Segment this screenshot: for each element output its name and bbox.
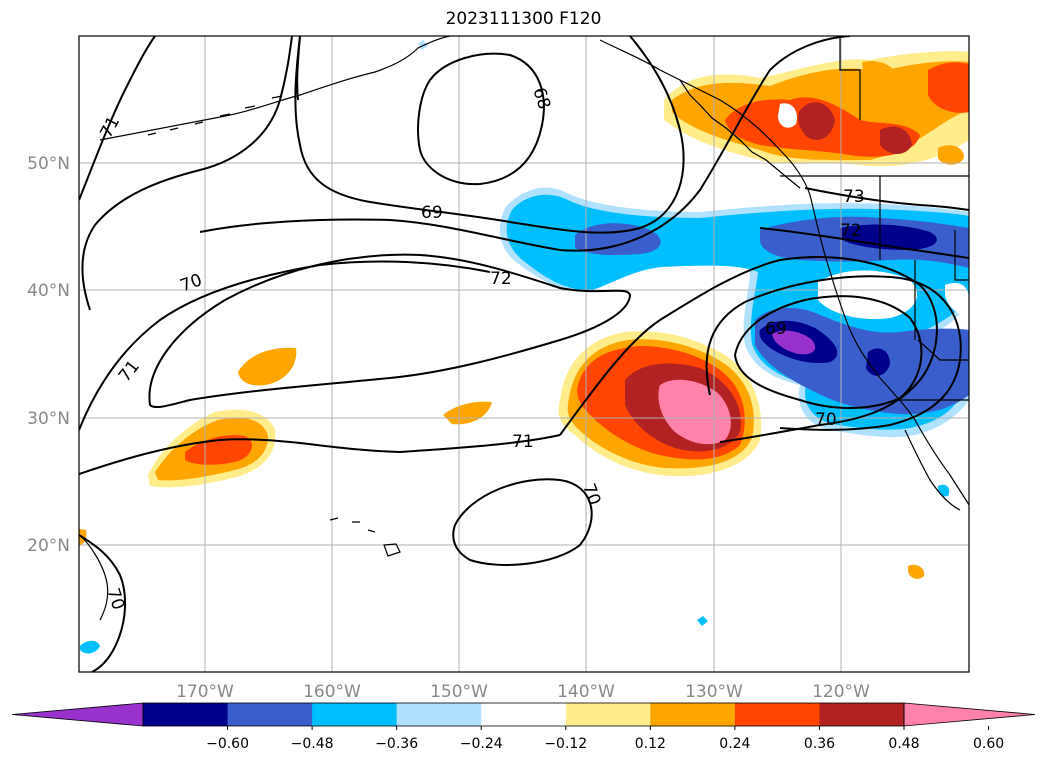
contour-label: 70 bbox=[578, 481, 604, 508]
anomaly-shading bbox=[79, 40, 969, 654]
contour-label: 69 bbox=[421, 203, 443, 223]
contour-73 bbox=[804, 187, 969, 211]
colorbar-tick-label: 0.12 bbox=[635, 736, 666, 752]
coastlines bbox=[79, 36, 969, 621]
negative-anomaly-region bbox=[772, 330, 816, 355]
colorbar-tick-label: −0.60 bbox=[206, 736, 249, 752]
lon-label-140w: 140°W bbox=[557, 682, 615, 702]
contour-71-main bbox=[79, 260, 491, 431]
colorbar-tick-label: −0.48 bbox=[291, 736, 334, 752]
lon-label-160w: 160°W bbox=[303, 682, 361, 702]
lon-label-150w: 150°W bbox=[430, 682, 488, 702]
negative-anomaly-region bbox=[866, 348, 890, 376]
positive-anomaly-region bbox=[880, 126, 912, 155]
colorbar-tick-label: −0.12 bbox=[544, 736, 587, 752]
colorbar-segment bbox=[565, 703, 651, 726]
colorbar-extend-high bbox=[903, 702, 1036, 727]
colorbar-extend-low bbox=[11, 702, 144, 727]
colorbar-tick-label: 0.48 bbox=[888, 736, 919, 752]
contour-69 bbox=[294, 36, 685, 234]
map-frame bbox=[78, 35, 970, 673]
contour-label: 70 bbox=[178, 270, 205, 296]
contour-label: 71 bbox=[512, 432, 534, 452]
lat-label-20n: 20°N bbox=[27, 536, 70, 556]
positive-anomaly-region bbox=[938, 145, 964, 165]
positive-anomaly-region bbox=[928, 62, 969, 113]
colorbar: −0.60 −0.48 −0.36 −0.24 −0.12 0.12 0.24 0.36 0.4… bbox=[11, 702, 1036, 752]
negative-anomaly-region bbox=[945, 282, 969, 318]
colorbar-tick-label: 0.24 bbox=[719, 736, 750, 752]
colorbar-segment bbox=[227, 703, 313, 726]
contour-69-low bbox=[733, 295, 923, 409]
contour-71-low bbox=[559, 256, 938, 443]
colorbar-segment bbox=[396, 703, 482, 726]
positive-anomaly-region bbox=[658, 379, 731, 445]
positive-anomaly-region bbox=[778, 103, 798, 128]
state-borders bbox=[879, 176, 969, 361]
positive-anomaly-region bbox=[443, 401, 492, 425]
mexico-coast-west bbox=[79, 534, 109, 621]
contour-label: 71 bbox=[96, 113, 124, 141]
negative-anomaly-region bbox=[80, 640, 100, 654]
colorbar-tick-label: 0.36 bbox=[804, 736, 835, 752]
colorbar-segments bbox=[11, 702, 1036, 727]
gridlines bbox=[79, 36, 969, 672]
colorbar-segment bbox=[143, 703, 229, 726]
contour-label: 70 bbox=[815, 410, 837, 430]
colorbar-tick-label: 0.60 bbox=[973, 736, 1004, 752]
positive-anomaly-region bbox=[797, 102, 835, 140]
colorbar-tick-label: −0.24 bbox=[460, 736, 503, 752]
contour-label: 68 bbox=[528, 85, 554, 112]
alaska-south-coast bbox=[599, 39, 811, 196]
negative-anomaly-region bbox=[938, 484, 950, 497]
contour-71-west bbox=[79, 36, 156, 201]
negative-anomaly-region bbox=[575, 223, 661, 256]
contour-label: 73 bbox=[843, 187, 865, 207]
bc-coast bbox=[679, 79, 801, 189]
contour-label: 72 bbox=[840, 221, 862, 241]
lon-label-170w: 170°W bbox=[176, 682, 234, 702]
colorbar-segment bbox=[819, 703, 905, 726]
alaska-coast bbox=[99, 36, 451, 141]
hawaii-islands bbox=[329, 517, 401, 557]
contour-72-east bbox=[759, 227, 969, 259]
contour-71-south bbox=[79, 434, 561, 475]
contour-72 bbox=[148, 253, 632, 409]
canada-border-east bbox=[839, 36, 861, 120]
lat-label-30n: 30°N bbox=[27, 409, 70, 429]
negative-anomaly-region bbox=[697, 616, 708, 626]
colorbar-tick-label: −0.36 bbox=[375, 736, 418, 752]
contour-70-south bbox=[452, 478, 593, 566]
lat-label-40n: 40°N bbox=[27, 281, 70, 301]
map-title: 2023111300 F120 bbox=[445, 9, 602, 29]
colorbar-segment bbox=[650, 703, 736, 726]
negative-anomaly-region bbox=[840, 224, 937, 250]
colorbar-ticks: −0.60 −0.48 −0.36 −0.24 −0.12 0.12 0.24 0.36 0.4… bbox=[206, 726, 1004, 752]
lon-axis-labels: 170°W 160°W 150°W 140°W 130°W 120°W bbox=[176, 682, 870, 702]
height-contours bbox=[79, 36, 969, 672]
positive-anomaly-region bbox=[908, 564, 925, 579]
lat-axis-labels: 50°N 40°N 30°N 20°N bbox=[27, 154, 70, 556]
positive-anomaly-region bbox=[862, 60, 898, 90]
colorbar-frame bbox=[142, 702, 905, 727]
contour-68 bbox=[417, 52, 545, 186]
aleutian-islands bbox=[147, 95, 283, 136]
contour-69-inner bbox=[296, 36, 301, 101]
contour-70 bbox=[81, 36, 851, 311]
positive-anomaly-region bbox=[238, 347, 297, 386]
contour-70-low bbox=[705, 275, 962, 431]
us-west-coast bbox=[809, 194, 969, 506]
contour-label: 69 bbox=[765, 319, 787, 339]
lon-label-120w: 120°W bbox=[812, 682, 870, 702]
colorbar-segment bbox=[734, 703, 820, 726]
contour-label: 72 bbox=[490, 269, 512, 289]
colorbar-segment bbox=[312, 703, 398, 726]
colorbar-segment bbox=[481, 703, 567, 726]
lat-label-50n: 50°N bbox=[27, 154, 70, 174]
baja-coast bbox=[904, 429, 961, 511]
contour-70-southwest bbox=[79, 534, 127, 672]
lon-label-130w: 130°W bbox=[685, 682, 743, 702]
